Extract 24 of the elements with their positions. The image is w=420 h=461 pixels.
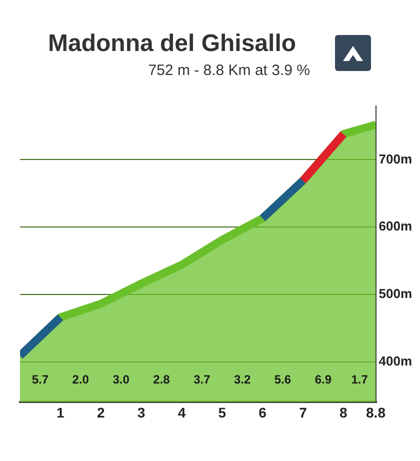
chart-title: Madonna del Ghisallo (48, 30, 296, 58)
x-tick-label: 7 (299, 404, 308, 420)
x-tick-label: 4 (178, 404, 186, 420)
x-tick-label: 2 (96, 404, 105, 420)
annotation: 5.6 (274, 372, 292, 387)
y-tick-label: 700m (378, 151, 412, 166)
annotation: 3.7 (194, 372, 211, 387)
annotation: 3.2 (234, 372, 252, 387)
annotation: 1.7 (351, 372, 368, 387)
x-tick-label: 3 (137, 404, 146, 420)
annotation: 3.0 (112, 372, 130, 387)
y-tick-label: 400m (378, 353, 412, 368)
y-tick-label: 500m (378, 286, 412, 301)
annotation: 6.9 (314, 372, 332, 387)
x-tick-label: 8 (340, 404, 348, 420)
chart-subtitle: 752 m - 8.8 Km at 3.9 % (147, 62, 310, 79)
x-tick-label: 8.8 (366, 404, 386, 420)
x-tick-label: 1 (56, 404, 65, 420)
x-tick-label: 5 (218, 404, 226, 420)
x-tick-label: 6 (258, 404, 267, 420)
y-tick-label: 600m (378, 218, 412, 234)
annotation: 2.0 (72, 372, 90, 387)
annotation: 2.8 (153, 372, 170, 387)
annotation: 5.7 (32, 372, 49, 387)
